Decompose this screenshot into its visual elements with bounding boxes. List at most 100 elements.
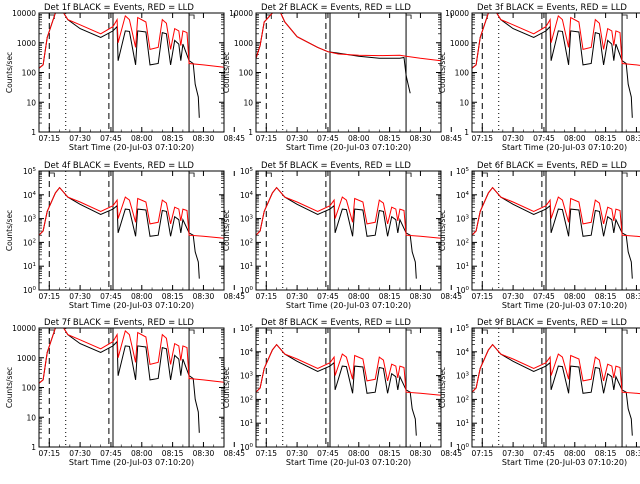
y-tick-label: 100 <box>239 69 254 78</box>
plot-frame <box>38 327 225 448</box>
x-axis-label: Start Time (20-Jul-03 07:10:20) <box>69 458 194 467</box>
x-tick-label: 08:45 <box>440 134 462 143</box>
y-tick-label: 100 <box>22 69 37 78</box>
x-tick-label: 07:15 <box>38 449 60 458</box>
y-tick-label: 103 <box>456 215 470 224</box>
y-tick-label: 1000 <box>450 39 469 48</box>
y-tick-label: 105 <box>240 324 254 333</box>
x-tick-label: 08:15 <box>595 449 617 458</box>
chart-title: Det 2f BLACK = Events, RED = LLD <box>261 3 411 13</box>
series-line-lld <box>472 186 640 238</box>
x-axis-label: Start Time (20-Jul-03 07:10:20) <box>286 301 411 310</box>
x-tick-label: 08:15 <box>162 292 184 301</box>
x-tick-label: 08:45 <box>440 292 462 301</box>
x-tick-label: 07:30 <box>286 449 308 458</box>
x-tick-label: 07:45 <box>317 292 339 301</box>
plot-frame <box>471 170 640 291</box>
y-tick-label: 1000 <box>234 39 253 48</box>
y-tick-label: 102 <box>240 238 253 247</box>
x-tick-label: 08:00 <box>564 134 586 143</box>
x-tick-label: 07:15 <box>255 292 277 301</box>
y-tick-label: 104 <box>23 191 37 200</box>
plot-frame <box>38 170 225 291</box>
y-tick-label: 102 <box>456 238 469 247</box>
y-tick-label: 101 <box>456 419 469 428</box>
chart-title: Det 5f BLACK = Events, RED = LLD <box>261 161 411 171</box>
bracket-marker <box>189 329 195 334</box>
bracket-marker <box>482 329 488 334</box>
chart-panel-6: Det 6f BLACK = Events, RED = LLD Counts/s… <box>438 161 640 310</box>
chart-title: Det 9f BLACK = Events, RED = LLD <box>477 318 627 328</box>
chart-title: Det 6f BLACK = Events, RED = LLD <box>477 161 627 171</box>
x-tick-label: 08:30 <box>626 292 640 301</box>
x-tick-label: 07:45 <box>533 292 555 301</box>
chart-title: Det 7f BLACK = Events, RED = LLD <box>44 318 194 328</box>
x-tick-label: 08:30 <box>193 292 215 301</box>
x-tick-label: 07:15 <box>255 449 277 458</box>
bracket-marker <box>622 14 628 19</box>
bracket-marker <box>406 14 412 19</box>
bracket-marker <box>189 172 195 177</box>
x-tick-label: 08:30 <box>193 134 215 143</box>
x-tick-label: 07:45 <box>317 134 339 143</box>
x-tick-label: 08:15 <box>379 292 401 301</box>
y-tick-label: 1000 <box>17 39 36 48</box>
chart-title: Det 4f BLACK = Events, RED = LLD <box>44 161 194 171</box>
x-tick-label: 08:15 <box>379 449 401 458</box>
series-line-events <box>472 343 633 436</box>
y-tick-label: 105 <box>456 167 470 176</box>
x-tick-label: 08:00 <box>131 292 153 301</box>
x-axis-label: Start Time (20-Jul-03 07:10:20) <box>502 143 627 152</box>
series-line-lld <box>256 186 441 239</box>
y-tick-label: 100 <box>456 286 470 295</box>
series-line-lld <box>472 13 640 69</box>
y-tick-label: 102 <box>240 395 253 404</box>
x-axis-label: Start Time (20-Jul-03 07:10:20) <box>502 301 627 310</box>
x-tick-label: 07:45 <box>317 449 339 458</box>
chart-panel-4: Det 4f BLACK = Events, RED = LLD Counts/s… <box>5 161 245 310</box>
y-tick-label: 10000 <box>12 324 36 333</box>
x-tick-label: 07:15 <box>255 134 277 143</box>
series-line-events <box>256 343 417 436</box>
series-line-lld <box>256 343 441 396</box>
y-tick-label: 100 <box>455 69 470 78</box>
y-tick-label: 10000 <box>12 9 36 18</box>
x-tick-label: 08:00 <box>564 449 586 458</box>
y-tick-label: 100 <box>22 384 37 393</box>
series-line-lld <box>39 186 224 239</box>
x-tick-label: 07:15 <box>471 449 493 458</box>
x-tick-label: 08:00 <box>564 292 586 301</box>
y-tick-label: 10 <box>26 413 36 422</box>
x-tick-label: 07:30 <box>286 134 308 143</box>
y-axis-label: Counts/sec <box>222 367 231 408</box>
x-tick-label: 07:15 <box>471 134 493 143</box>
bracket-marker <box>266 172 272 177</box>
y-tick-label: 1 <box>31 443 36 452</box>
chart-title: Det 3f BLACK = Events, RED = LLD <box>477 3 627 13</box>
bracket-marker <box>266 329 272 334</box>
y-tick-label: 1 <box>31 128 36 137</box>
y-axis-label: Counts/sec <box>222 210 231 251</box>
x-tick-label: 08:30 <box>410 449 432 458</box>
x-tick-label: 08:45 <box>223 449 245 458</box>
x-axis-label: Start Time (20-Jul-03 07:10:20) <box>286 458 411 467</box>
y-tick-label: 10 <box>26 98 36 107</box>
x-tick-label: 08:45 <box>440 449 462 458</box>
x-tick-label: 08:30 <box>626 449 640 458</box>
y-tick-label: 105 <box>456 324 470 333</box>
x-tick-label: 07:30 <box>69 134 91 143</box>
y-tick-label: 100 <box>240 286 254 295</box>
chart-title: Det 1f BLACK = Events, RED = LLD <box>44 3 194 13</box>
x-tick-label: 08:30 <box>626 134 640 143</box>
x-tick-label: 07:45 <box>100 134 122 143</box>
bracket-marker <box>49 172 55 177</box>
x-tick-label: 07:30 <box>502 449 524 458</box>
plot-frame <box>255 170 442 291</box>
bracket-marker <box>189 14 195 19</box>
series-line-lld <box>256 13 441 62</box>
series-line-events <box>256 186 417 279</box>
bracket-marker <box>406 329 412 334</box>
y-tick-label: 101 <box>240 419 253 428</box>
bracket-marker <box>266 14 272 19</box>
y-axis-label: Counts/sec <box>222 52 231 93</box>
